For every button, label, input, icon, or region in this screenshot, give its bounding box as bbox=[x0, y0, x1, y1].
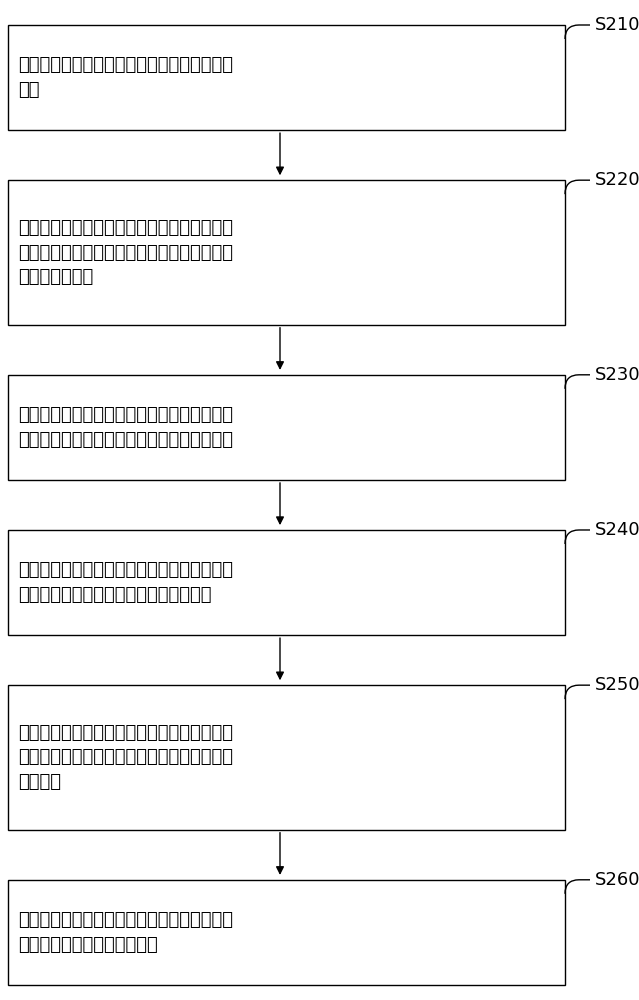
FancyBboxPatch shape bbox=[8, 880, 565, 985]
FancyBboxPatch shape bbox=[8, 25, 565, 130]
FancyBboxPatch shape bbox=[8, 375, 565, 480]
Text: 压应力脉冲对入射杆、透射杆上的光强造成影
响经散斑干涉系统形成散斑强度变化信息: 压应力脉冲对入射杆、透射杆上的光强造成影 响经散斑干涉系统形成散斑强度变化信息 bbox=[18, 561, 233, 604]
Text: 打击杆受力后以一定的速度撞击入射杆，产生
压应力脉冲沿着压杆系统向被测材料方向传播: 打击杆受力后以一定的速度撞击入射杆，产生 压应力脉冲沿着压杆系统向被测材料方向传… bbox=[18, 406, 233, 449]
Text: S210: S210 bbox=[595, 16, 639, 34]
Text: 入射的激光一分为二得到反射光束和透射光束
，反射光束和透射光束分别在入射杆和透射杆
上形成散斑干涉: 入射的激光一分为二得到反射光束和透射光束 ，反射光束和透射光束分别在入射杆和透射… bbox=[18, 219, 233, 286]
Text: S250: S250 bbox=[595, 676, 639, 694]
Text: S230: S230 bbox=[595, 366, 639, 384]
Text: S240: S240 bbox=[595, 521, 639, 539]
Text: 点探测器探测到散斑强度变化信息传到数据采
集与处理系统，计算出被测材料的应力、应变
和应变率: 点探测器探测到散斑强度变化信息传到数据采 集与处理系统，计算出被测材料的应力、应… bbox=[18, 724, 233, 791]
Text: S220: S220 bbox=[595, 171, 639, 189]
Text: 获取打击杆不同运行速度与被测材料试样的应
力、应变、应变率之间的关系: 获取打击杆不同运行速度与被测材料试样的应 力、应变、应变率之间的关系 bbox=[18, 911, 233, 954]
FancyBboxPatch shape bbox=[8, 530, 565, 635]
Text: S260: S260 bbox=[595, 871, 639, 889]
Text: 安装压杆系统、光纤测速系统，放置被测材料
试样: 安装压杆系统、光纤测速系统，放置被测材料 试样 bbox=[18, 56, 233, 99]
FancyBboxPatch shape bbox=[8, 180, 565, 325]
FancyBboxPatch shape bbox=[8, 685, 565, 830]
